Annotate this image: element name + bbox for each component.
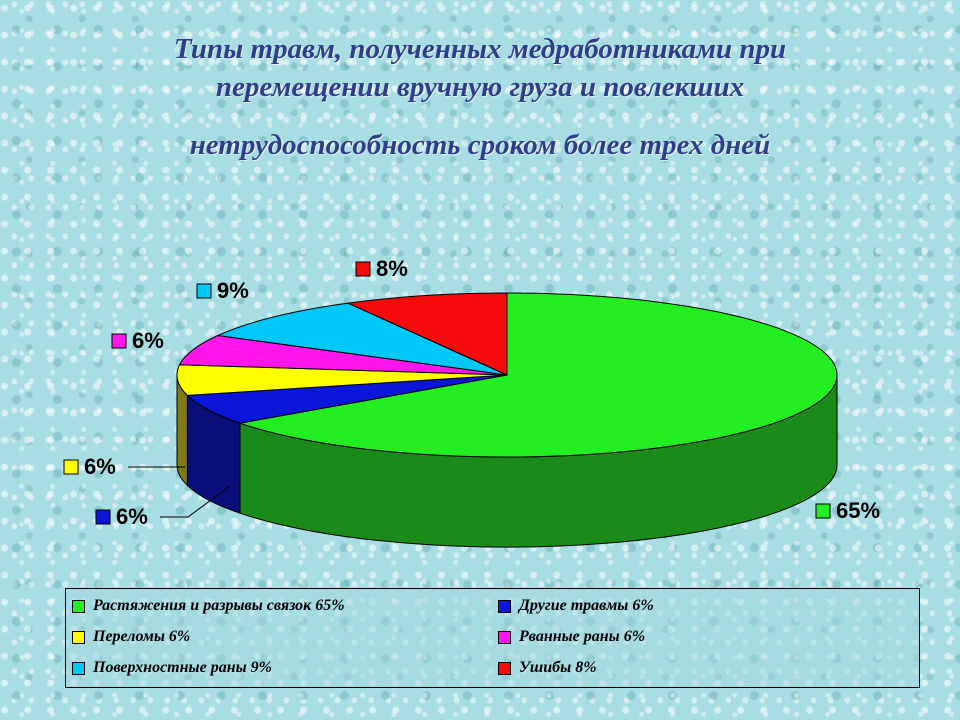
legend-swatch-3 [498, 630, 511, 644]
chart-title-line-1: Типы травм, полученных медработниками пр… [173, 33, 787, 65]
legend-label-1: Другие травмы 6% [519, 597, 654, 614]
pie-chart: 65%6%6%6%9%8% [63, 256, 880, 548]
data-label-swatch-2 [63, 459, 79, 475]
legend-label-5: Ушибы 8% [519, 659, 597, 676]
data-label-swatch-0 [815, 503, 831, 519]
pie-slice-3 [178, 334, 508, 376]
chart-title-line-3: нетрудоспособность сроком более трех дне… [189, 129, 771, 161]
data-label-swatch-4 [196, 283, 212, 299]
legend-swatch-4 [72, 661, 85, 675]
data-label-5: 8% [376, 256, 408, 281]
pie-slice-0 [238, 292, 838, 458]
legend-label-4: Поверхностные раны 9% [93, 659, 273, 676]
pie-slice-5 [346, 292, 508, 376]
legend-item-0: Растяжения и разрывы связок 65% [72, 595, 345, 617]
pie-top-faces [176, 292, 838, 458]
leader-line-1 [160, 485, 231, 518]
data-label-swatch-5 [355, 261, 371, 277]
data-label-4: 9% [217, 278, 249, 303]
legend-label-0: Растяжения и разрывы связок 65% [93, 597, 345, 614]
legend-label-3: Рванные раны 6% [519, 628, 646, 645]
legend-swatch-1 [498, 599, 511, 613]
pie-slice-1 [186, 374, 508, 424]
data-label-3: 6% [132, 328, 164, 353]
legend-label-2: Переломы 6% [93, 628, 191, 645]
legend-swatch-0 [72, 599, 85, 613]
data-label-1: 6% [116, 504, 148, 529]
legend-item-4: Поверхностные раны 9% [72, 657, 272, 679]
chart-legend: Растяжения и разрывы связок 65% Другие тр… [65, 588, 920, 688]
legend-item-1: Другие травмы 6% [498, 595, 654, 617]
pie-slice-4 [216, 302, 508, 376]
pie-slice-2 [176, 364, 508, 396]
legend-swatch-2 [72, 630, 85, 644]
data-label-swatch-1 [95, 509, 111, 525]
legend-swatch-5 [498, 661, 511, 675]
data-labels: 65%6%6%6%9%8% [63, 256, 880, 529]
chart-title-line-2: перемещении вручную груза и повлекших [215, 71, 745, 103]
data-label-2: 6% [84, 454, 116, 479]
legend-item-3: Рванные раны 6% [498, 626, 645, 648]
legend-item-2: Переломы 6% [72, 626, 190, 648]
legend-item-5: Ушибы 8% [498, 657, 597, 679]
data-label-swatch-3 [111, 333, 127, 349]
data-label-0: 65% [836, 498, 880, 523]
